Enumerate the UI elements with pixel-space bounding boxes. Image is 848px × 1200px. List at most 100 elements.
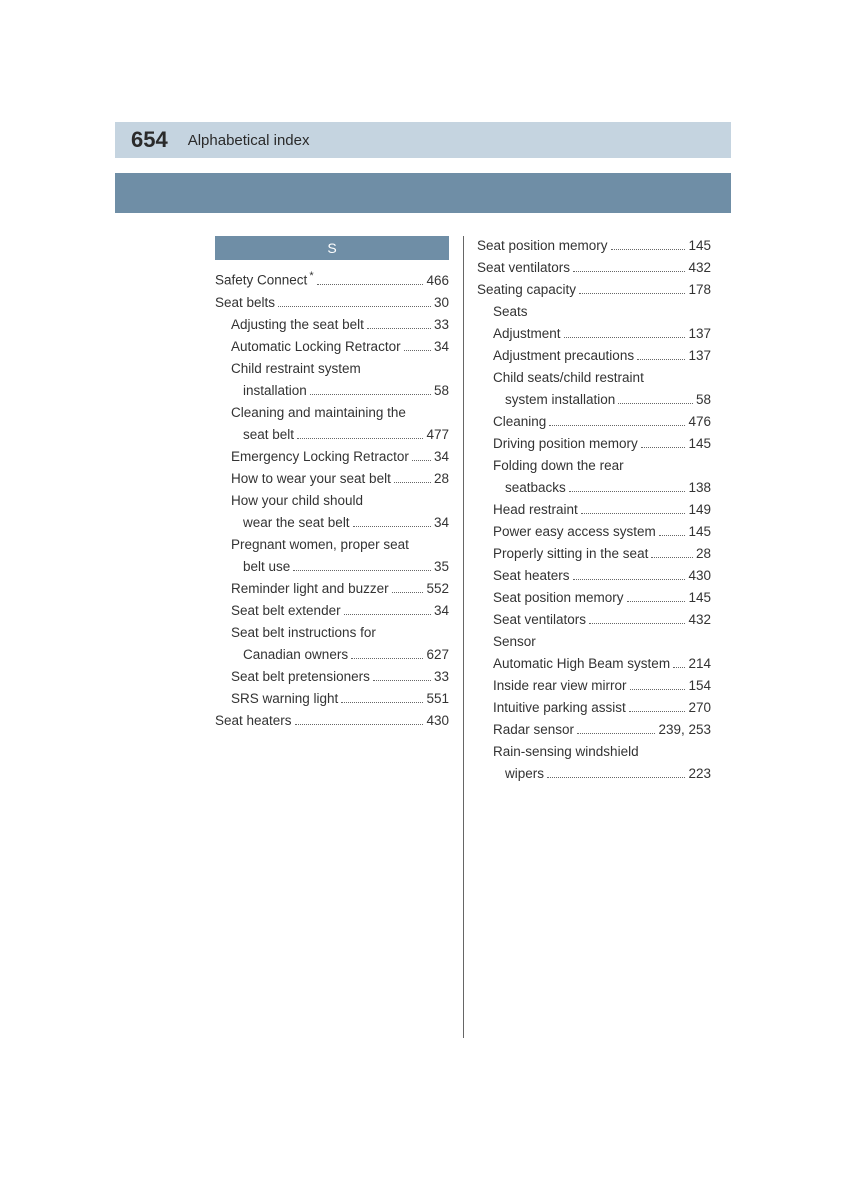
index-entry-text: Seat belt pretensioners bbox=[231, 667, 370, 687]
leader-dots bbox=[659, 535, 686, 536]
leader-dots bbox=[297, 438, 423, 439]
index-entry-label: Sensor bbox=[477, 632, 711, 652]
leader-dots bbox=[581, 513, 686, 514]
index-entry-page: 145 bbox=[688, 588, 711, 608]
index-entry-page: 35 bbox=[434, 557, 449, 577]
leader-dots bbox=[627, 601, 686, 602]
index-entry: Seat ventilators432 bbox=[477, 610, 711, 630]
page-number: 654 bbox=[131, 127, 168, 153]
index-entry-page: 137 bbox=[688, 324, 711, 344]
leader-dots bbox=[579, 293, 685, 294]
leader-dots bbox=[564, 337, 686, 338]
index-entry-page: 223 bbox=[688, 764, 711, 784]
index-entry-text: Canadian owners bbox=[243, 645, 348, 665]
index-entry-page: 28 bbox=[696, 544, 711, 564]
index-entry-text: Intuitive parking assist bbox=[493, 698, 626, 718]
index-entry: wear the seat belt34 bbox=[215, 513, 449, 533]
leader-dots bbox=[373, 680, 431, 681]
index-entry-text: Seating capacity bbox=[477, 280, 576, 300]
index-entry: Radar sensor 239, 253 bbox=[477, 720, 711, 740]
index-entry-page: 476 bbox=[688, 412, 711, 432]
index-entry-page: 178 bbox=[688, 280, 711, 300]
index-entry-text: Automatic Locking Retractor bbox=[231, 337, 401, 357]
index-entry-text: Adjusting the seat belt bbox=[231, 315, 364, 335]
leader-dots bbox=[569, 491, 686, 492]
index-entry-page: 145 bbox=[688, 522, 711, 542]
index-entry-page: 430 bbox=[426, 711, 449, 731]
index-entry-text: How to wear your seat belt bbox=[231, 469, 391, 489]
index-entry-text: Radar sensor bbox=[493, 720, 574, 740]
index-entry: Seat position memory145 bbox=[477, 236, 711, 256]
leader-dots bbox=[611, 249, 686, 250]
leader-dots bbox=[641, 447, 686, 448]
index-entry: Adjustment137 bbox=[477, 324, 711, 344]
leader-dots bbox=[573, 271, 685, 272]
leader-dots bbox=[295, 724, 424, 725]
index-entry-page: 58 bbox=[434, 381, 449, 401]
leader-dots bbox=[367, 328, 431, 329]
index-entry: wipers223 bbox=[477, 764, 711, 784]
index-entry: seatbacks138 bbox=[477, 478, 711, 498]
index-entry: Seat heaters430 bbox=[477, 566, 711, 586]
index-entry-page: 34 bbox=[434, 337, 449, 357]
leader-dots bbox=[637, 359, 685, 360]
index-entry-text: wear the seat belt bbox=[243, 513, 350, 533]
leader-dots bbox=[629, 711, 686, 712]
index-columns: S Safety Connect*466Seat belts30Adjustin… bbox=[215, 236, 715, 786]
index-entry-page: 270 bbox=[688, 698, 711, 718]
index-entry: Adjustment precautions137 bbox=[477, 346, 711, 366]
leader-dots bbox=[589, 623, 685, 624]
index-entry-text: Seat heaters bbox=[493, 566, 570, 586]
index-entry-page: 33 bbox=[434, 667, 449, 687]
index-entry-label: Pregnant women, proper seat bbox=[215, 535, 449, 555]
index-entry: belt use35 bbox=[215, 557, 449, 577]
index-entry-text: installation bbox=[243, 381, 307, 401]
leader-dots bbox=[673, 667, 685, 668]
index-entry-page: 627 bbox=[426, 645, 449, 665]
index-entry: Seat belt extender 34 bbox=[215, 601, 449, 621]
leader-dots bbox=[573, 579, 686, 580]
index-entry-page: 477 bbox=[426, 425, 449, 445]
index-entry-text: Seat belt extender bbox=[231, 601, 341, 621]
index-entry-text: Power easy access system bbox=[493, 522, 656, 542]
index-entry-text: Safety Connect* bbox=[215, 266, 314, 291]
index-entry-label: How your child should bbox=[215, 491, 449, 511]
index-entry: Seating capacity 178 bbox=[477, 280, 711, 300]
index-entry-text: Seat ventilators bbox=[477, 258, 570, 278]
page-title: Alphabetical index bbox=[188, 132, 310, 149]
index-entry: Automatic High Beam system214 bbox=[477, 654, 711, 674]
column-separator bbox=[463, 236, 464, 1038]
leader-dots bbox=[344, 614, 431, 615]
blue-bar bbox=[115, 173, 731, 213]
index-entry-label: Child restraint system bbox=[215, 359, 449, 379]
index-entry-text: Seat position memory bbox=[493, 588, 624, 608]
index-entry-text: Seat belts bbox=[215, 293, 275, 313]
index-entry-text: Inside rear view mirror bbox=[493, 676, 627, 696]
index-entry-text: Cleaning bbox=[493, 412, 546, 432]
index-entry-page: 214 bbox=[688, 654, 711, 674]
index-entry-text: system installation bbox=[505, 390, 615, 410]
leader-dots bbox=[317, 284, 424, 285]
index-entry-text: seat belt bbox=[243, 425, 294, 445]
index-entry: Cleaning 476 bbox=[477, 412, 711, 432]
index-entry-page: 34 bbox=[434, 601, 449, 621]
index-entry-page: 239, 253 bbox=[658, 720, 711, 740]
index-entry-text: Seat ventilators bbox=[493, 610, 586, 630]
index-entry-text: Head restraint bbox=[493, 500, 578, 520]
index-entry: Head restraint149 bbox=[477, 500, 711, 520]
index-entry: seat belt 477 bbox=[215, 425, 449, 445]
leader-dots bbox=[549, 425, 685, 426]
index-entry-page: 137 bbox=[688, 346, 711, 366]
leader-dots bbox=[630, 689, 686, 690]
index-entry-page: 154 bbox=[688, 676, 711, 696]
index-entry-page: 466 bbox=[426, 271, 449, 291]
index-entry-page: 145 bbox=[688, 434, 711, 454]
index-entry-label: Child seats/child restraint bbox=[477, 368, 711, 388]
leader-dots bbox=[547, 777, 685, 778]
index-entry-text: Properly sitting in the seat bbox=[493, 544, 648, 564]
leader-dots bbox=[351, 658, 423, 659]
index-entry: Adjusting the seat belt33 bbox=[215, 315, 449, 335]
index-entry-page: 145 bbox=[688, 236, 711, 256]
index-entry-page: 138 bbox=[688, 478, 711, 498]
index-entry-page: 28 bbox=[434, 469, 449, 489]
